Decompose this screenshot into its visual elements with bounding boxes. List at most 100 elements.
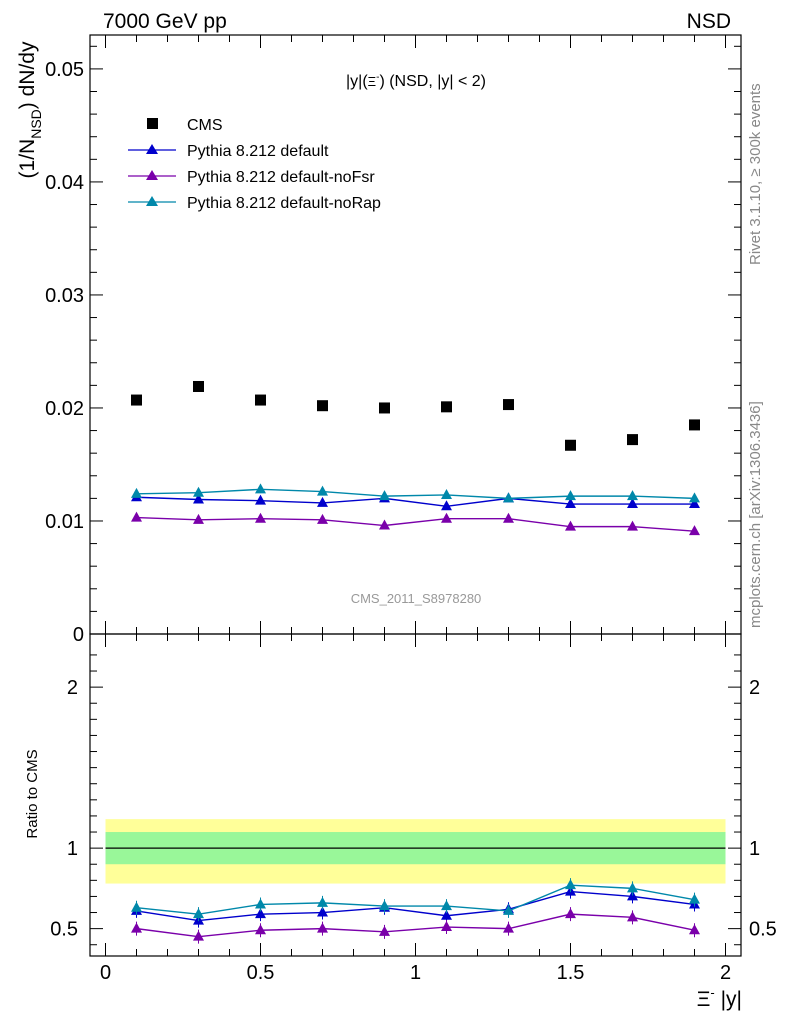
legend-title: |y|(Ξ-) (NSD, |y| < 2)	[346, 72, 486, 90]
ratio-point	[503, 904, 514, 915]
series-point	[317, 496, 328, 507]
series-point	[255, 512, 266, 523]
main-ytick-label: 0.01	[45, 511, 84, 533]
series-point	[627, 520, 638, 531]
series-point	[131, 487, 142, 498]
series-point	[565, 498, 576, 509]
ratio-point	[627, 911, 638, 922]
series-point	[193, 513, 204, 524]
cms-point	[193, 380, 204, 392]
legend-label-nofsr: Pythia 8.212 default-noFsr	[187, 169, 375, 186]
ratio-point	[317, 896, 328, 907]
ratio-point	[441, 900, 452, 911]
ratio-point	[255, 898, 266, 909]
series-pythia-8-212-default	[131, 491, 700, 511]
series-pythia-8-212-default-nofsr	[131, 511, 700, 536]
ratio-point	[193, 930, 204, 941]
xtick-label: 2	[720, 962, 731, 984]
xtick-label: 1.5	[557, 962, 585, 984]
mcplots-label: mcplots.cern.ch [arXiv:1306.3436]	[747, 401, 764, 628]
ratio-frame	[89, 633, 742, 957]
cms-point	[255, 394, 266, 406]
cms-point	[689, 419, 700, 431]
series-point	[441, 488, 452, 499]
cms-point	[379, 402, 390, 414]
legend-label-norap: Pythia 8.212 default-noRap	[187, 195, 381, 212]
series-point	[317, 513, 328, 524]
series-point	[565, 520, 576, 531]
series-line	[136, 516, 695, 532]
xtick-label: 0	[100, 962, 111, 984]
ylabel-bottom: Ratio to CMS	[24, 749, 41, 838]
legend-label-cms: CMS	[187, 117, 223, 134]
series-point	[379, 519, 390, 530]
ratio-point	[565, 908, 576, 919]
ratio-ytick-label-right: 0.5	[749, 919, 777, 941]
ratio-point	[627, 890, 638, 901]
series-point	[193, 493, 204, 504]
ratio-line	[136, 884, 695, 915]
legend: |y|(Ξ-) (NSD, |y| < 2) CMS Pythia 8.212 …	[128, 72, 486, 212]
ratio-series-pythia-8-212-default-nofsr	[131, 907, 700, 944]
series-point	[503, 512, 514, 523]
main-ytick-label: 0.04	[45, 172, 84, 194]
series-point	[689, 498, 700, 509]
ratio-line	[136, 890, 695, 922]
ratio-panel: 0.5 0.5 1 1 2 2 0 0.5 1 1.5 2	[50, 633, 777, 984]
ratio-ytick-label: 2	[67, 677, 78, 699]
legend-marker-norap	[146, 196, 158, 206]
ratio-ytick-label-right: 1	[749, 838, 760, 860]
ratio-ytick-label: 0.5	[50, 919, 78, 941]
series-point	[503, 492, 514, 503]
ratio-point	[379, 925, 390, 936]
series-point	[565, 490, 576, 501]
ratio-point	[255, 924, 266, 935]
main-ytick-label: 0.05	[45, 59, 84, 81]
ratio-point	[317, 922, 328, 933]
ratio-point	[193, 908, 204, 919]
rivet-label: Rivet 3.1.10, ≥ 300k events	[747, 83, 764, 265]
series-point	[689, 525, 700, 536]
ratio-point	[379, 900, 390, 911]
ratio-point	[255, 908, 266, 919]
series-point	[441, 500, 452, 511]
series-point	[317, 485, 328, 496]
series-point	[379, 490, 390, 501]
ratio-point	[131, 922, 142, 933]
series-point	[441, 512, 452, 523]
header-right: NSD	[687, 10, 731, 33]
ratio-line	[136, 913, 695, 938]
series-point	[131, 511, 142, 522]
cms-point	[317, 400, 328, 412]
main-ytick-label: 0.03	[45, 285, 84, 307]
header-left: 7000 GeV pp	[103, 10, 227, 33]
main-ytick-label: 0.02	[45, 398, 84, 420]
main-panel: 0 0.01 0.02 0.03 0.04 0.05 CMS_2011_S8978280	[45, 34, 742, 646]
xlabel: Ξ- |y|	[697, 985, 742, 1011]
ratio-point	[689, 924, 700, 935]
ratio-series-pythia-8-212-default-norap	[131, 878, 700, 922]
cms-point	[441, 401, 452, 413]
cms-point	[565, 439, 576, 451]
series-line	[136, 488, 695, 500]
series-point	[255, 494, 266, 505]
series-line	[136, 496, 695, 507]
legend-marker-nofsr	[146, 170, 158, 180]
cms-point	[627, 434, 638, 446]
main-ytick-label: 0	[73, 624, 84, 646]
ratio-point	[441, 921, 452, 932]
series-point	[689, 492, 700, 503]
series-point	[193, 486, 204, 497]
ratio-point	[441, 909, 452, 920]
xtick-label: 1	[410, 962, 421, 984]
ratio-point	[689, 893, 700, 904]
ratio-ytick-label: 1	[67, 838, 78, 860]
ratio-point	[317, 906, 328, 917]
series-point	[255, 483, 266, 494]
ratio-point	[627, 882, 638, 893]
ratio-ytick-label-right: 2	[749, 677, 760, 699]
series-cms	[131, 380, 700, 451]
ratio-point	[131, 901, 142, 912]
legend-marker-default	[146, 144, 158, 154]
